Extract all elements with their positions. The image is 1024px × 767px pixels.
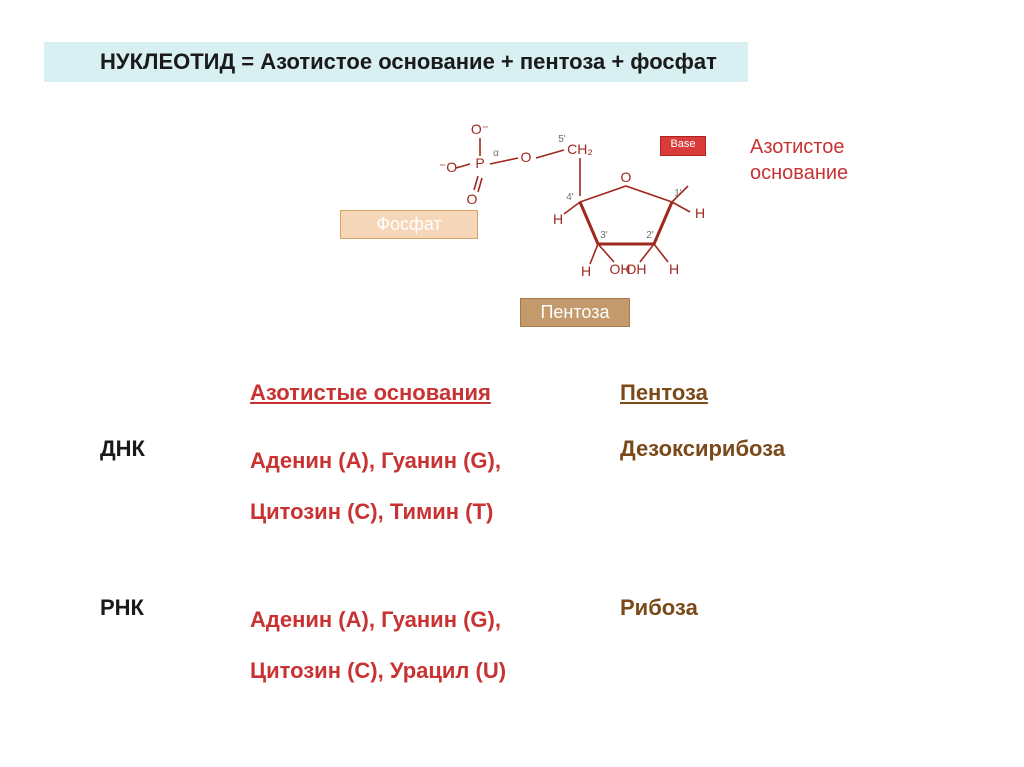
pentose-label: Пентоза	[540, 302, 609, 322]
hdr-blank	[100, 380, 250, 406]
atom-o-left: ⁻O	[439, 159, 457, 175]
pos-2: 2'	[646, 230, 654, 241]
bases-table: Азотистые основания Пентоза ДНК Аденин (…	[100, 380, 920, 714]
title-band: НУКЛЕОТИД = Азотистое основание + пентоз…	[44, 42, 748, 82]
table-row: РНК Аденин (А), Гуанин (G), Цитозин (С),…	[100, 595, 920, 696]
row-label-dna: ДНК	[100, 436, 250, 462]
phosphate-label: Фосфат	[376, 214, 441, 234]
atom-oh-c2: OH	[626, 261, 647, 277]
pos-5: 5'	[558, 134, 566, 145]
base-label: Base	[670, 138, 695, 150]
table-header-row: Азотистые основания Пентоза	[100, 380, 920, 406]
table-row: ДНК Аденин (А), Гуанин (G), Цитозин (С),…	[100, 436, 920, 537]
alpha: α	[493, 148, 499, 159]
row-bases-dna: Аденин (А), Гуанин (G), Цитозин (С), Тим…	[250, 436, 620, 537]
hdr-bases: Азотистые основания	[250, 380, 620, 406]
atom-o-up: O⁻	[471, 121, 489, 137]
title-text: НУКЛЕОТИД = Азотистое основание + пентоз…	[100, 49, 717, 75]
base-label-box: Base	[660, 136, 706, 156]
atom-h-c3: H	[581, 263, 591, 279]
atom-h-c4: H	[553, 211, 563, 227]
hdr-pentose: Пентоза	[620, 380, 880, 406]
nucleotide-diagram: P O⁻ ⁻O O O CH₂ O H H OH OH H H 5' 4' 3'…	[340, 108, 860, 338]
atom-p: P	[475, 155, 484, 171]
phosphate-label-box: Фосфат	[340, 210, 478, 239]
atom-o-dbl: O	[467, 191, 478, 207]
row-pentose-rna: Рибоза	[620, 595, 880, 621]
atom-o-ring: O	[621, 169, 632, 185]
pos-4: 4'	[566, 192, 574, 203]
atom-o-bridge: O	[521, 149, 532, 165]
atom-h-c1: H	[695, 205, 705, 221]
row-bases-rna: Аденин (А), Гуанин (G), Цитозин (С), Ура…	[250, 595, 620, 696]
base-annotation: Азотистое основание	[750, 134, 860, 186]
pentose-label-box: Пентоза	[520, 298, 630, 327]
pos-1: 1'	[674, 188, 682, 199]
pos-3: 3'	[600, 230, 608, 241]
atom-h-c2: H	[669, 261, 679, 277]
row-label-rna: РНК	[100, 595, 250, 621]
atom-ch2: CH₂	[567, 141, 593, 157]
row-pentose-dna: Дезоксирибоза	[620, 436, 880, 462]
